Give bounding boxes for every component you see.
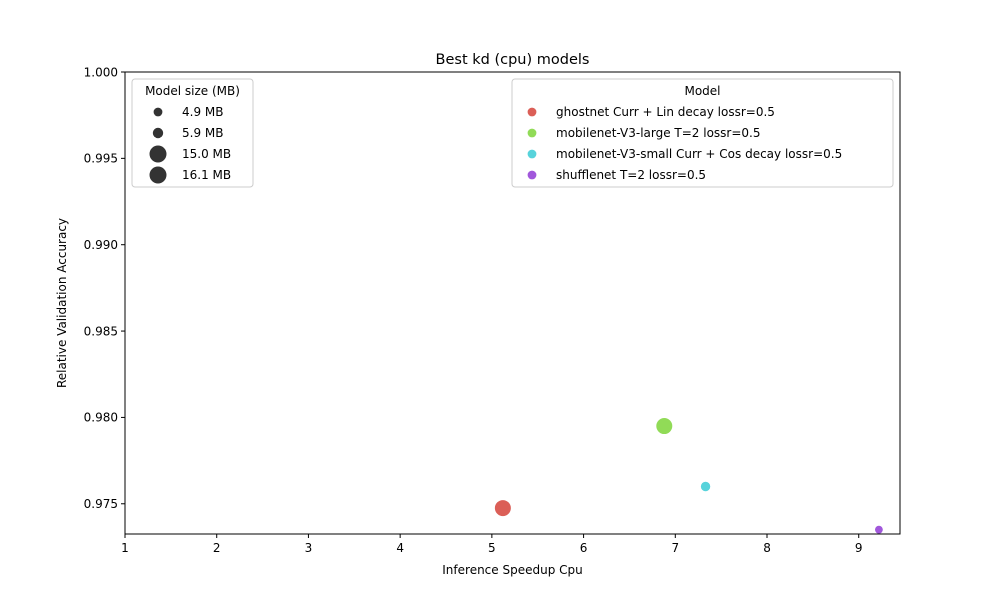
y-tick-label: 0.985 xyxy=(84,324,118,338)
x-tick-label: 3 xyxy=(305,541,313,555)
y-tick-label: 0.975 xyxy=(84,497,118,511)
x-axis-label: Inference Speedup Cpu xyxy=(442,563,582,577)
legend-model-marker xyxy=(527,149,537,159)
legend-model-size: Model size (MB) 4.9 MB 5.9 MB 15.0 MB 16.1 M… xyxy=(131,78,254,188)
y-tick-label: 1.000 xyxy=(84,65,118,79)
legend-size-label: 16.1 MB xyxy=(182,168,231,182)
legend-model: Model ghostnet Curr + Lin decay lossr=0.5… xyxy=(511,78,894,188)
legend-model-marker xyxy=(527,128,537,138)
legend-size-label: 15.0 MB xyxy=(182,147,231,161)
chart-title: Best kd (cpu) models xyxy=(436,52,590,68)
legend-model-label: mobilenet-V3-small Curr + Cos decay loss… xyxy=(556,147,842,161)
x-tick-label: 5 xyxy=(488,541,496,555)
legend-model-marker xyxy=(527,107,537,117)
x-tick-label: 9 xyxy=(855,541,863,555)
legend-size-label: 5.9 MB xyxy=(182,126,223,140)
plot-frame xyxy=(124,71,901,535)
x-tick-label: 4 xyxy=(396,541,404,555)
y-tick-label: 0.995 xyxy=(84,152,118,166)
x-tick-label: 1 xyxy=(121,541,129,555)
y-tick-label: 0.990 xyxy=(84,238,118,252)
scatter-point xyxy=(655,417,674,436)
y-tick-label: 0.980 xyxy=(84,411,118,425)
legend-model-box xyxy=(511,78,894,188)
legend-size-marker xyxy=(149,145,167,163)
scatter-point xyxy=(493,499,512,518)
legend-size-title: Model size (MB) xyxy=(145,84,240,98)
x-tick-label: 6 xyxy=(580,541,588,555)
legend-model-title: Model xyxy=(684,84,720,98)
scatter-point xyxy=(874,524,884,535)
legend-size-marker xyxy=(149,166,167,184)
legend-size-label: 4.9 MB xyxy=(182,105,223,119)
legend-model-label: shufflenet T=2 lossr=0.5 xyxy=(556,168,706,182)
x-tick-label: 7 xyxy=(671,541,679,555)
legend-size-marker xyxy=(153,107,163,117)
legend-model-label: mobilenet-V3-large T=2 lossr=0.5 xyxy=(556,126,761,140)
legend-model-label: ghostnet Curr + Lin decay lossr=0.5 xyxy=(556,105,775,119)
legend-size-marker xyxy=(152,127,164,139)
scatter-point xyxy=(699,480,712,493)
x-tick-label: 8 xyxy=(763,541,771,555)
y-axis-label: Relative Validation Accuracy xyxy=(55,218,69,388)
legend-model-marker xyxy=(527,170,537,180)
x-tick-label: 2 xyxy=(213,541,221,555)
